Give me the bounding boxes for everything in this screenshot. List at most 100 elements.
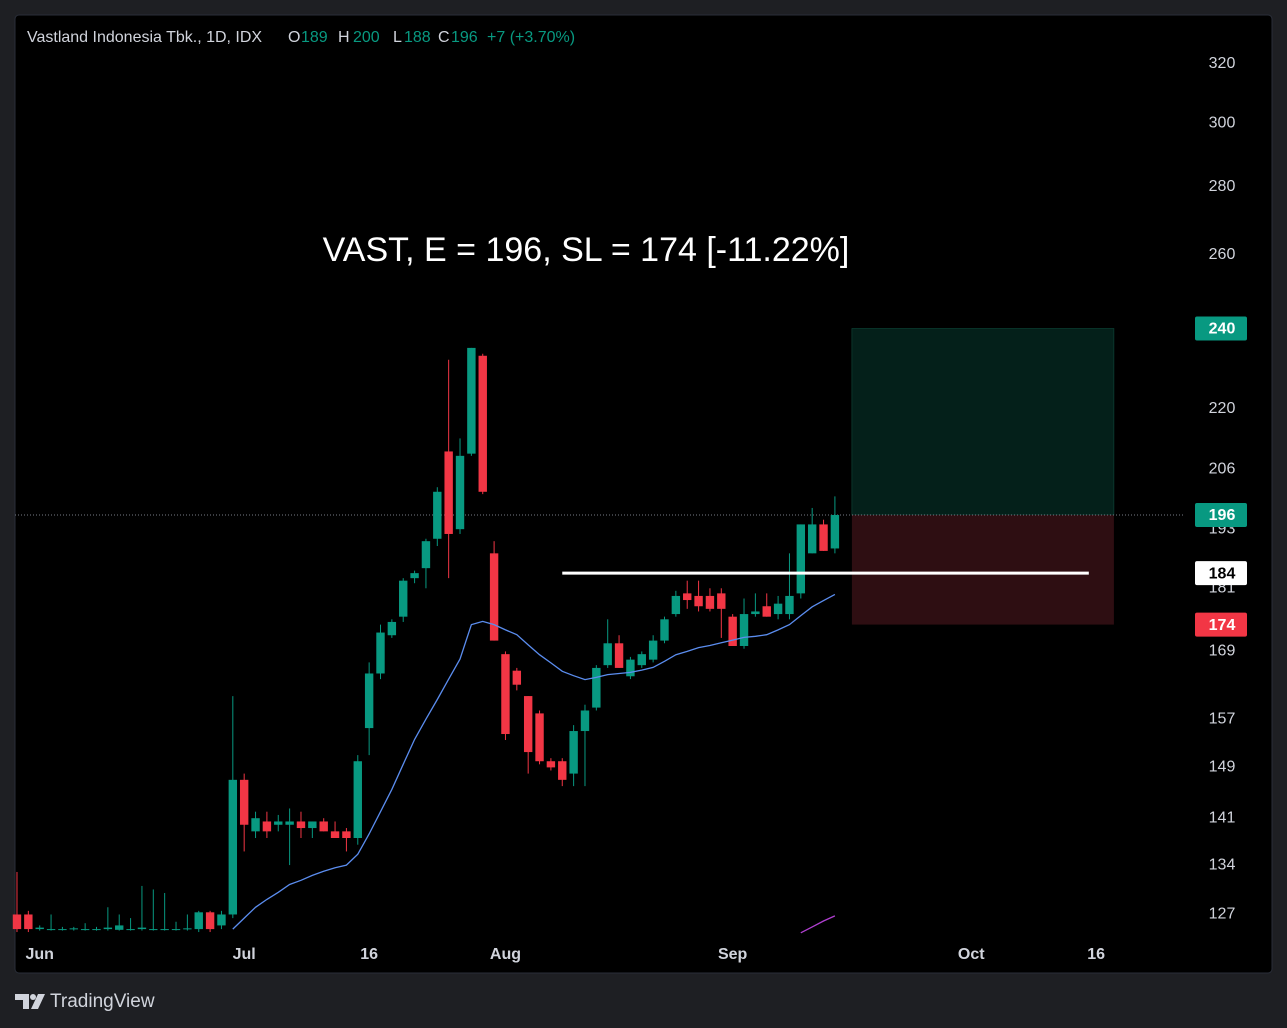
candle-body: [478, 355, 487, 492]
candle-body: [501, 654, 510, 735]
candle-body: [796, 524, 806, 594]
candle-body: [342, 831, 351, 838]
brand-logo: [15, 994, 45, 1009]
candle-body: [694, 595, 703, 607]
candle-body: [228, 779, 238, 915]
price-tag-label: 240: [1209, 321, 1236, 338]
candle-body: [115, 925, 124, 930]
candle-body: [274, 821, 283, 825]
candle-body: [24, 914, 33, 930]
candle-body: [296, 821, 306, 829]
candle-body: [705, 595, 715, 609]
y-tick-label: 149: [1209, 759, 1236, 776]
x-tick-label: Sep: [718, 946, 748, 963]
candle-body: [535, 713, 544, 762]
y-tick-label: 300: [1209, 114, 1236, 131]
candle-body: [35, 927, 44, 930]
price-tag-label: 196: [1209, 507, 1236, 524]
candle-body: [648, 640, 658, 660]
candle-body: [671, 595, 681, 615]
candle-body: [285, 821, 294, 825]
candle-body: [467, 347, 476, 454]
candle-body: [205, 912, 215, 930]
candle-body: [546, 761, 556, 768]
price-tag: [1195, 612, 1247, 637]
y-tick-label: 141: [1209, 809, 1236, 826]
ohlc-letter: O: [288, 29, 300, 46]
candle-body: [819, 524, 828, 551]
brand-name: TradingView: [50, 991, 155, 1012]
annotation: VAST, E = 196, SL = 174 [-11.22%]: [323, 231, 850, 269]
x-tick-label: Jul: [233, 946, 256, 963]
candle-body: [592, 667, 601, 708]
candle-body: [46, 929, 56, 931]
y-tick-label: 157: [1209, 710, 1236, 727]
candle-body: [580, 710, 590, 732]
symbol-title: Vastland Indonesia Tbk., 1D, IDX: [27, 29, 262, 46]
y-tick-label: 220: [1209, 400, 1236, 417]
candle-body: [773, 603, 783, 615]
candle-body: [103, 927, 113, 930]
candle-body: [558, 761, 567, 780]
y-tick-label: 260: [1209, 246, 1236, 263]
candle-body: [399, 580, 408, 617]
price-tag: [1195, 316, 1247, 341]
candle-body: [523, 696, 533, 753]
y-tick-label: 280: [1209, 178, 1236, 195]
candle-body: [739, 614, 749, 646]
candle-body: [92, 929, 101, 931]
candle-body: [455, 455, 465, 530]
price-tag-label: 184: [1209, 565, 1236, 582]
price-tag: [1195, 561, 1247, 586]
candle-body: [262, 821, 272, 832]
candle-body: [660, 619, 669, 641]
candle-body: [58, 929, 67, 931]
candle-body: [830, 514, 840, 549]
x-tick-label: Oct: [958, 946, 985, 963]
candle-body: [80, 929, 90, 931]
candle-body: [785, 595, 794, 615]
y-tick-label: 169: [1209, 643, 1236, 660]
candle-body: [12, 914, 22, 930]
candle-body: [637, 654, 646, 666]
candle-body: [171, 929, 181, 931]
candle-body: [364, 673, 374, 729]
candle-body: [160, 929, 169, 931]
change-label: +7 (+3.70%): [487, 29, 575, 46]
candle-body: [603, 643, 612, 666]
candle-body: [69, 928, 78, 930]
x-tick-label: 16: [360, 946, 378, 963]
ohlc-value: 196: [451, 29, 478, 46]
candle-body: [149, 929, 158, 931]
candle-body: [319, 821, 328, 832]
ohlc-value: 188: [404, 29, 431, 46]
candle-body: [376, 632, 385, 674]
candle-body: [444, 451, 453, 534]
ohlc-letter: C: [438, 29, 450, 46]
candle-body: [421, 541, 431, 569]
indicator-line: [800, 915, 836, 934]
ohlc-value: 189: [301, 29, 328, 46]
candle-body: [489, 553, 499, 641]
candle-body: [614, 643, 624, 668]
candle-body: [217, 914, 226, 926]
candle-body: [194, 912, 203, 930]
y-tick-label: 206: [1209, 460, 1236, 477]
x-tick-label: Jun: [25, 946, 53, 963]
candle-body: [569, 731, 578, 774]
price-tag-label: 174: [1209, 617, 1236, 634]
candle-body: [308, 821, 317, 829]
x-tick-label: 16: [1087, 946, 1105, 963]
x-tick-label: Aug: [490, 946, 521, 963]
candle-body: [330, 831, 340, 838]
candle-body: [126, 929, 135, 931]
candle-body: [387, 621, 397, 636]
candle-body: [728, 616, 737, 646]
candle-body: [410, 573, 419, 579]
candle-body: [717, 593, 726, 609]
y-tick-label: 134: [1209, 856, 1236, 873]
y-tick-label: 127: [1209, 906, 1236, 923]
candle-body: [433, 491, 442, 539]
candle-body: [683, 593, 692, 601]
